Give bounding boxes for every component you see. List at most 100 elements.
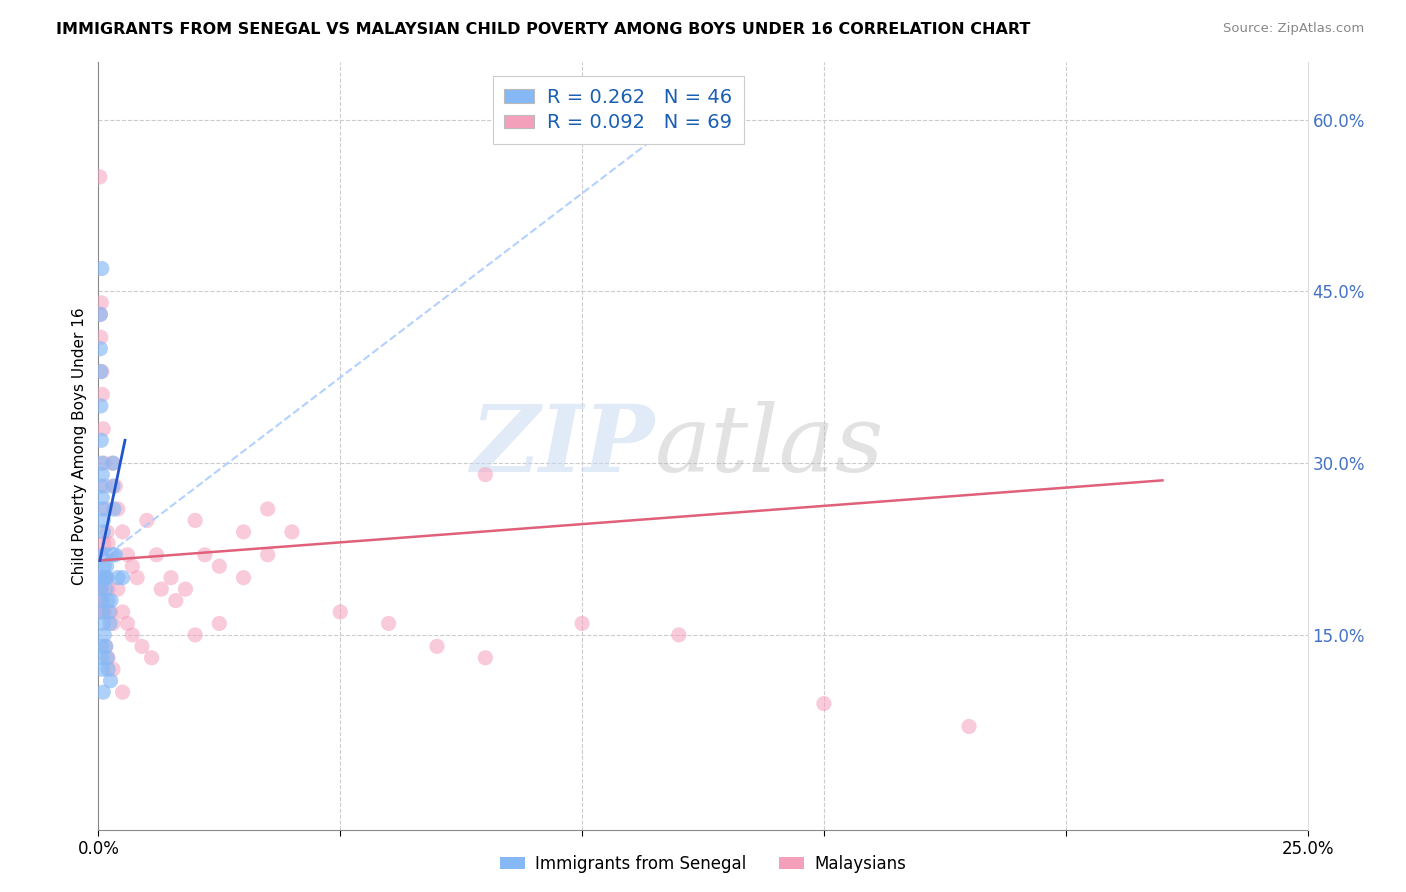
Text: ZIP: ZIP: [471, 401, 655, 491]
Point: [377, 616, 399, 631]
Point: [90, 582, 112, 596]
Point: [94, 582, 117, 596]
Point: [96, 571, 118, 585]
Point: [281, 524, 304, 539]
Point: [104, 548, 127, 562]
Point: [91, 662, 114, 676]
Point: [111, 571, 134, 585]
Point: [127, 571, 149, 585]
Point: [100, 548, 122, 562]
Text: atlas: atlas: [655, 401, 884, 491]
Point: [91, 685, 114, 699]
Point: [93, 571, 115, 585]
Point: [93, 628, 115, 642]
Point: [89, 571, 111, 585]
Point: [150, 582, 173, 596]
Point: [101, 479, 124, 493]
Legend: R = 0.262   N = 46, R = 0.092   N = 69: R = 0.262 N = 46, R = 0.092 N = 69: [492, 76, 744, 145]
Point: [91, 422, 114, 436]
Point: [96, 548, 118, 562]
Point: [91, 467, 114, 482]
Point: [96, 571, 118, 585]
Point: [100, 593, 122, 607]
Point: [117, 616, 139, 631]
Point: [100, 605, 122, 619]
Point: [571, 616, 593, 631]
Point: [101, 456, 124, 470]
Point: [96, 524, 118, 539]
Point: [90, 365, 112, 379]
Point: [474, 650, 496, 665]
Point: [107, 582, 129, 596]
Point: [90, 479, 112, 493]
Point: [91, 616, 114, 631]
Point: [94, 640, 117, 654]
Point: [89, 342, 111, 356]
Point: [160, 571, 183, 585]
Point: [111, 685, 134, 699]
Point: [90, 434, 112, 448]
Point: [208, 559, 231, 574]
Point: [329, 605, 352, 619]
Point: [89, 169, 111, 184]
Point: [103, 502, 125, 516]
Point: [89, 548, 111, 562]
Point: [135, 513, 157, 527]
Point: [98, 605, 121, 619]
Point: [94, 571, 117, 585]
Point: [91, 593, 114, 607]
Point: [104, 479, 127, 493]
Point: [97, 650, 120, 665]
Point: [256, 548, 278, 562]
Text: Source: ZipAtlas.com: Source: ZipAtlas.com: [1223, 22, 1364, 36]
Point: [94, 640, 117, 654]
Text: IMMIGRANTS FROM SENEGAL VS MALAYSIAN CHILD POVERTY AMONG BOYS UNDER 16 CORRELATI: IMMIGRANTS FROM SENEGAL VS MALAYSIAN CHI…: [56, 22, 1031, 37]
Point: [111, 524, 134, 539]
Point: [89, 307, 111, 321]
Point: [96, 502, 118, 516]
Point: [90, 582, 112, 596]
Point: [141, 650, 163, 665]
Point: [90, 593, 112, 607]
Point: [121, 559, 143, 574]
Point: [91, 513, 114, 527]
Point: [111, 605, 134, 619]
Point: [101, 662, 124, 676]
Point: [90, 456, 112, 470]
Point: [97, 536, 120, 550]
Point: [232, 524, 254, 539]
Point: [174, 582, 197, 596]
Point: [97, 593, 120, 607]
Point: [91, 605, 114, 619]
Point: [89, 307, 111, 321]
Point: [90, 365, 112, 379]
Point: [90, 330, 112, 344]
Point: [208, 616, 231, 631]
Point: [131, 640, 153, 654]
Point: [813, 697, 835, 711]
Point: [107, 571, 129, 585]
Point: [91, 524, 114, 539]
Point: [90, 261, 112, 276]
Point: [90, 296, 112, 310]
Point: [93, 548, 115, 562]
Point: [184, 513, 207, 527]
Point: [93, 456, 115, 470]
Point: [93, 548, 115, 562]
Point: [93, 536, 115, 550]
Point: [426, 640, 449, 654]
Point: [93, 605, 115, 619]
Point: [100, 673, 122, 688]
Point: [668, 628, 690, 642]
Point: [90, 593, 112, 607]
Point: [117, 548, 139, 562]
Point: [165, 593, 187, 607]
Point: [91, 502, 114, 516]
Point: [101, 548, 124, 562]
Point: [89, 571, 111, 585]
Point: [94, 479, 117, 493]
Point: [107, 502, 129, 516]
Point: [145, 548, 167, 562]
Point: [256, 502, 278, 516]
Point: [957, 719, 980, 733]
